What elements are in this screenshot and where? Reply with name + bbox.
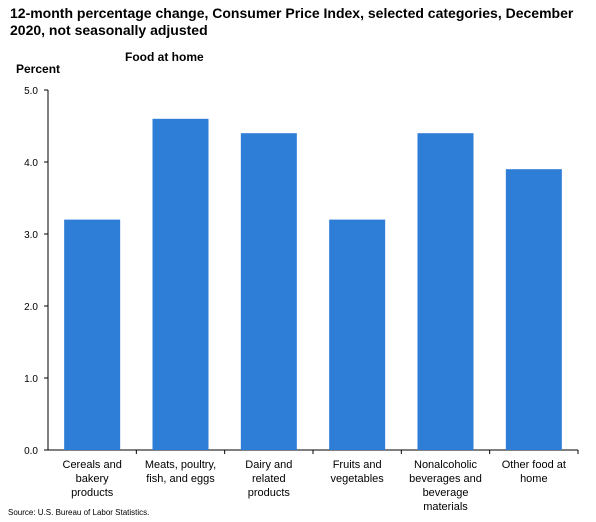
x-tick-label: Meats, poultry, fish, and eggs [145,459,216,485]
x-tick-label: Other food at home [502,459,566,485]
x-tick-label: Dairy and related products [245,459,292,499]
source-note: Source: U.S. Bureau of Labor Statistics. [8,508,150,517]
x-tick-label: Cereals and bakery products [63,459,122,499]
bar [417,133,474,450]
y-tick-label: 4.0 [24,158,38,169]
y-tick-label: 0.0 [24,446,38,457]
y-tick-label: 5.0 [24,86,38,97]
chart-title: 12-month percentage change, Consumer Pri… [10,5,574,38]
y-tick-label: 1.0 [24,374,38,385]
y-axis-label: Percent [16,62,61,76]
bar [240,133,297,450]
x-tick-label: Fruits and vegetables [331,459,385,485]
bar [64,219,121,450]
bar [152,118,209,451]
y-tick-label: 3.0 [24,230,38,241]
bar [329,219,386,450]
chart-subtitle: Food at home [125,50,204,64]
x-tick-label: Nonalcoholic beverages and beverage materia… [409,459,482,513]
bar [505,169,562,450]
y-tick-label: 2.0 [24,302,38,313]
